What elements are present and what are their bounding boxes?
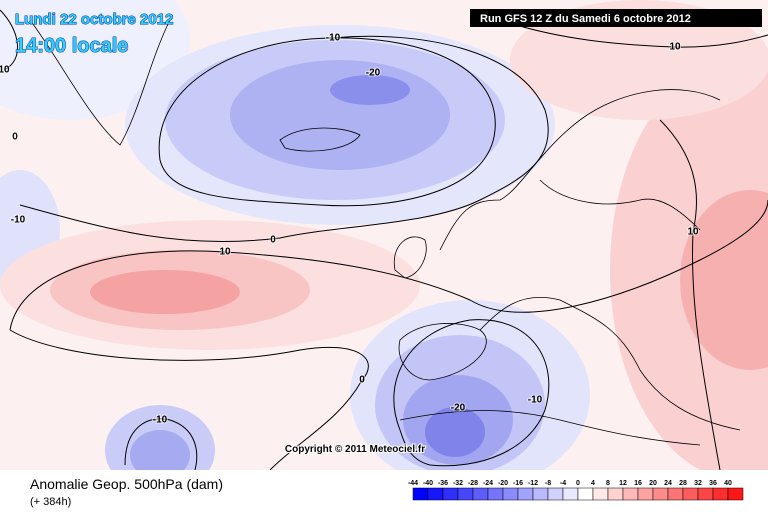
footer-title: Anomalie Geop. 500hPa (dam)	[30, 476, 223, 492]
legend-label: -16	[513, 480, 523, 487]
legend-swatch	[682, 487, 699, 501]
legend-label: 4	[591, 480, 595, 487]
legend-label: 40	[724, 480, 732, 487]
legend-swatch	[652, 487, 669, 501]
legend-label: -28	[468, 480, 478, 487]
anomaly-fields	[0, 0, 768, 495]
date-label: Lundi 22 octobre 2012	[15, 11, 173, 28]
time-label: 14:00 locale	[15, 35, 128, 57]
run-label: Run GFS 12 Z du Samedi 6 octobre 2012	[480, 13, 691, 25]
contours	[0, 9, 768, 471]
legend-label: 0	[576, 480, 580, 487]
contour-label: 0	[359, 375, 365, 386]
legend-swatch	[427, 487, 444, 501]
legend-label: 24	[664, 480, 672, 487]
contour-label: 10	[219, 247, 231, 258]
legend-swatch	[667, 487, 684, 501]
legend-label: -20	[498, 480, 508, 487]
contour-label: -10	[11, 215, 26, 226]
contour-label: -20	[451, 403, 466, 414]
contour-label: -10	[528, 395, 543, 406]
contour-label: -10	[153, 415, 168, 426]
footer-lead: (+ 384h)	[30, 496, 71, 508]
contour-label: 10	[669, 42, 681, 53]
legend-swatch	[472, 487, 489, 501]
run-box	[470, 9, 762, 27]
legend-swatch	[562, 487, 579, 501]
legend-swatch	[532, 487, 549, 501]
legend-swatch	[592, 487, 609, 501]
legend-label: -24	[483, 480, 493, 487]
legend-label: 32	[694, 480, 702, 487]
legend-label: -44	[408, 480, 418, 487]
legend-swatch	[637, 487, 654, 501]
contour-labels: -10 10 -20 0 -10 10 0 0 -20 -10 -10 10 10	[0, 32, 700, 427]
coastlines	[29, 19, 741, 446]
legend-label: 28	[679, 480, 687, 487]
contour-label: 0	[270, 235, 276, 246]
contour-label: 10	[0, 65, 10, 76]
legend-swatch	[622, 487, 639, 501]
legend-label: 8	[606, 480, 610, 487]
legend-label: -4	[560, 480, 566, 487]
legend-swatch	[727, 487, 744, 501]
legend-swatch	[442, 487, 459, 501]
contour-label: -20	[366, 68, 381, 79]
legend-label: 20	[649, 480, 657, 487]
legend-label: -12	[528, 480, 538, 487]
legend-label: -36	[438, 480, 448, 487]
legend-swatch	[517, 487, 534, 501]
color-legend: -44 -40 -36 -32 -28 -24 -20 -16 -12 -8 -4 0 4 8 12 16 20…	[408, 480, 744, 501]
legend-swatch	[457, 487, 474, 501]
legend-swatch	[712, 487, 729, 501]
legend-label: 36	[709, 480, 717, 487]
legend-label: -8	[545, 480, 551, 487]
legend-swatch	[577, 487, 594, 501]
legend-label: 12	[619, 480, 627, 487]
contour-label: 0	[12, 132, 18, 143]
legend-label: -32	[453, 480, 463, 487]
legend-label: -40	[423, 480, 433, 487]
legend-swatch	[502, 487, 519, 501]
contour-label: 10	[687, 227, 699, 238]
legend-swatch	[547, 487, 564, 501]
legend-swatch	[412, 487, 429, 501]
legend-swatch	[697, 487, 714, 501]
contour-label: -10	[326, 33, 341, 44]
legend-swatch	[487, 487, 504, 501]
legend-label: 16	[634, 480, 642, 487]
legend-swatch	[607, 487, 624, 501]
copyright: Copyright © 2011 Meteociel.fr	[285, 444, 425, 455]
